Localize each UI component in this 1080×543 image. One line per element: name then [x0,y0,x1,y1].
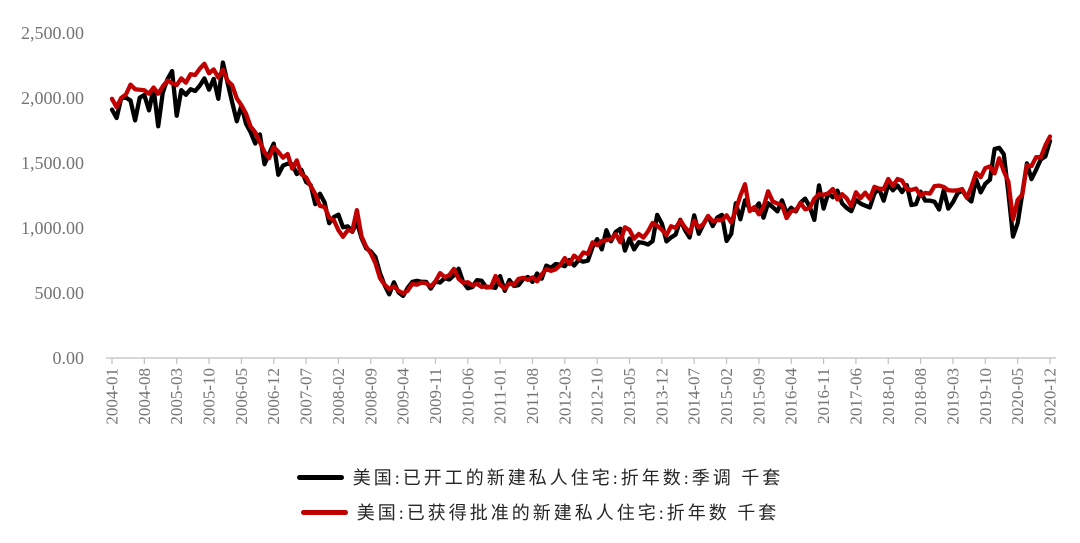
x-axis-tick-label: 2010-06 [458,368,477,425]
x-axis-tick-label: 2007-07 [297,368,316,425]
y-axis-tick-label: 0.00 [53,348,85,368]
x-axis-tick-label: 2018-08 [911,368,930,425]
x-axis-tick-label: 2011-01 [491,368,510,424]
line-chart-plot: 2,500.00 2,000.00 1,500.00 1,000.00 500.00 0.… [21,23,1060,425]
chart-legend: 美国:已开工的新建私人住宅:折年数:季调 千套 美国:已获得批准的新建私人住宅:… [0,464,1080,525]
x-axis-tick-label: 2016-04 [782,368,801,425]
x-axis-tick-label: 2006-12 [264,368,283,425]
x-axis-tick-label: 2012-03 [555,368,574,425]
legend-item-housing-starts: 美国:已开工的新建私人住宅:折年数:季调 千套 [296,464,784,490]
x-axis-tick-label: 2004-01 [103,368,122,425]
legend-line-sample-black [296,474,344,480]
series-line-housing-starts [109,60,1053,299]
y-axis-tick-label: 1,000.00 [21,218,84,238]
x-axis-tick-label: 2005-03 [167,368,186,425]
y-axis-tick-label: 2,000.00 [21,88,84,108]
x-axis-tick-label: 2009-04 [394,368,413,425]
x-axis-tick-label: 2015-02 [717,368,736,425]
x-axis-tick-label: 2013-05 [620,368,639,425]
y-axis-tick-label: 500.00 [35,283,85,303]
x-axis-tick-label: 2006-05 [232,368,251,425]
x-axis-tick-label: 2005-10 [200,368,219,425]
legend-label-housing-starts: 美国:已开工的新建私人住宅:折年数:季调 千套 [352,468,784,488]
x-axis-tick-label: 2020-05 [1008,368,1027,425]
x-axis-tick-label: 2015-09 [749,368,768,425]
legend-label-building-permits: 美国:已获得批准的新建私人住宅:折年数 千套 [356,503,780,523]
x-axis-tick-label: 2014-07 [685,368,704,425]
x-axis-tick-label: 2016-11 [814,368,833,424]
x-axis-tick-label: 2019-03 [943,368,962,425]
x-axis-tick-label: 2020-12 [1041,368,1060,425]
y-axis-tick-label: 1,500.00 [21,153,84,173]
x-axis-tick-label: 2009-11 [426,368,445,424]
y-axis-tick-label: 2,500.00 [21,23,84,43]
x-axis-tick-label: 2012-10 [588,368,607,425]
x-axis-tick-label: 2018-01 [879,368,898,425]
x-axis-tick-label: 2017-06 [846,368,865,425]
x-axis-tick-label: 2011-08 [523,368,542,424]
series-line-building-permits [109,61,1053,296]
x-axis-tick-label: 2019-10 [976,368,995,425]
x-axis-tick-label: 2008-02 [329,368,348,425]
x-axis-tick-label: 2004-08 [135,368,154,425]
legend-item-building-permits: 美国:已获得批准的新建私人住宅:折年数 千套 [300,499,780,525]
x-axis-tick-label: 2013-12 [652,368,671,425]
legend-line-sample-red [300,509,348,515]
x-axis-tick-label: 2008-09 [361,368,380,425]
